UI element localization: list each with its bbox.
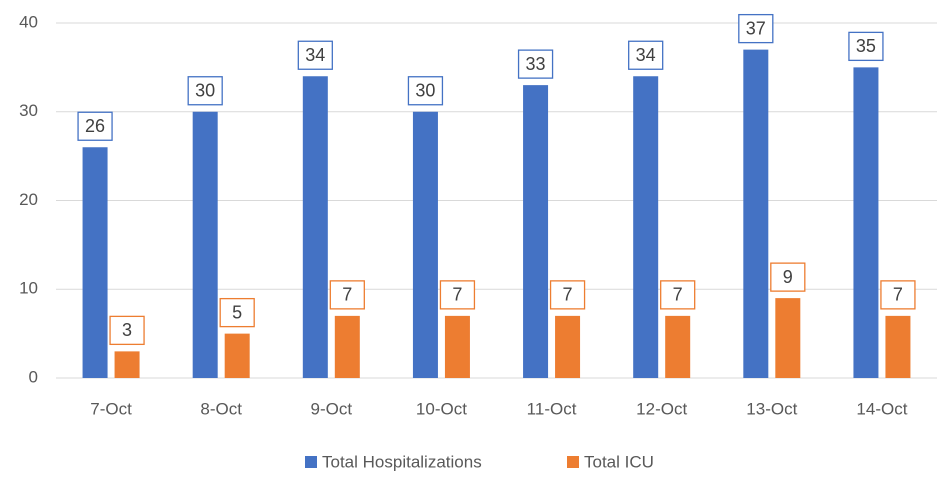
value-label-box [517,49,554,79]
bar [853,67,879,378]
bar [523,85,549,378]
value-label: 34 [305,45,325,65]
bar [114,351,140,378]
y-tick-label: 20 [19,190,38,209]
value-label: 5 [232,302,242,322]
x-tick-label: 14-Oct [856,399,907,418]
x-tick-label: 7-Oct [90,399,132,418]
legend-label: Total Hospitalizations [322,452,482,471]
bar [334,315,360,378]
value-label-box [109,315,145,346]
value-label-box [660,280,696,310]
bar [633,76,659,378]
value-label-box [848,31,884,62]
value-label-box [770,262,806,292]
value-label-box [77,111,113,141]
value-label-box [407,76,444,106]
value-label: 37 [746,18,766,38]
value-label: 33 [526,54,546,74]
value-label-box [439,280,476,310]
x-tick-label: 12-Oct [636,399,687,418]
value-label: 35 [856,36,876,56]
bar [82,147,108,378]
bar [412,111,438,378]
value-label: 26 [85,116,105,136]
bar [885,315,911,378]
value-label-box [187,76,223,106]
value-label: 3 [122,320,132,340]
value-label: 7 [673,285,683,305]
value-label: 9 [783,267,793,287]
bar [192,111,218,378]
x-tick-label: 13-Oct [746,399,797,418]
y-tick-label: 10 [19,279,38,298]
x-tick-label: 9-Oct [311,399,353,418]
x-tick-label: 10-Oct [416,399,467,418]
value-label: 7 [342,285,352,305]
legend-swatch [305,456,317,468]
value-label: 7 [563,285,573,305]
value-label-box [549,280,586,310]
bar [555,315,581,378]
value-label-box [880,280,916,310]
value-label: 7 [452,285,462,305]
bar [743,49,769,378]
y-tick-label: 0 [29,367,38,386]
bar [775,298,801,378]
value-label: 30 [195,81,215,101]
x-tick-label: 11-Oct [527,399,577,418]
legend-label: Total ICU [584,452,654,471]
value-label-box [297,40,333,70]
value-label-box [219,297,255,328]
bar [224,333,250,378]
x-tick-label: 8-Oct [200,399,242,418]
bar [444,315,470,378]
value-label: 30 [415,81,435,101]
bar [665,315,691,378]
value-label: 7 [893,285,903,305]
value-label: 34 [636,45,656,65]
bar [302,76,328,378]
value-label-box [738,13,774,44]
y-tick-label: 40 [19,12,38,31]
y-tick-label: 30 [19,101,38,120]
legend-swatch [567,456,579,468]
value-label-box [329,280,365,310]
value-label-box [628,40,664,70]
